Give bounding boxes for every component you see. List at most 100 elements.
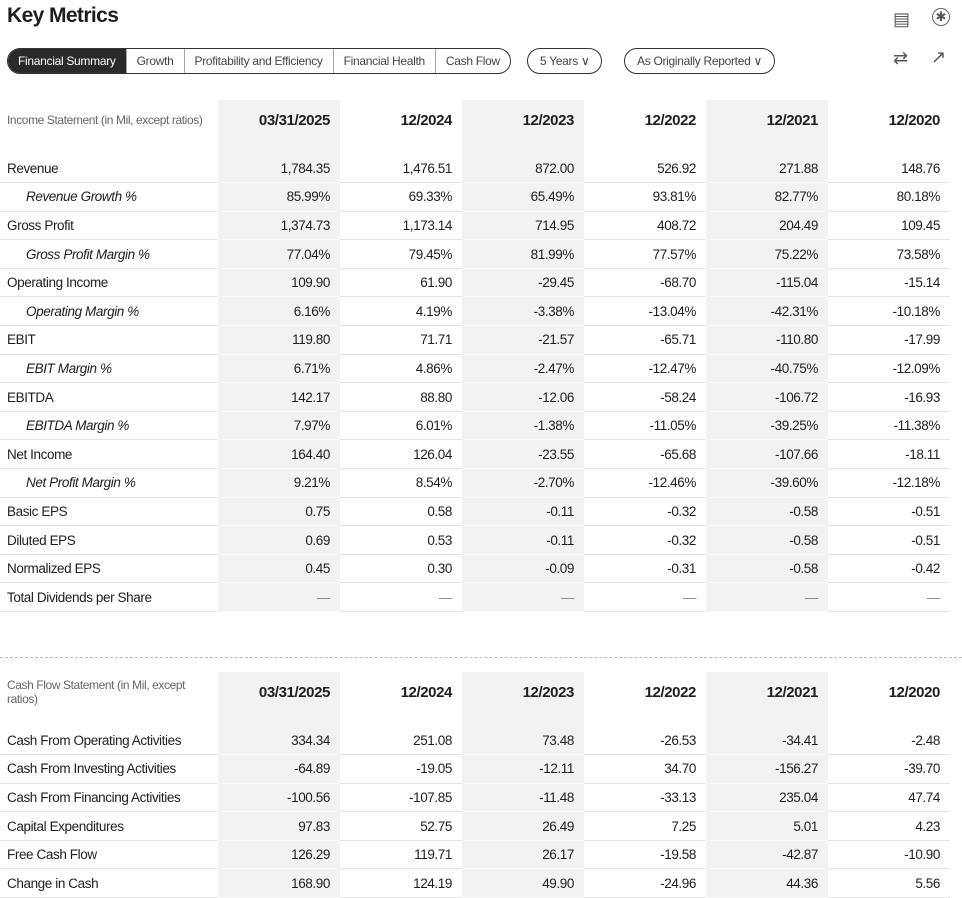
cell-value: -110.80 (706, 325, 828, 355)
cell-value: 73.48 (462, 726, 584, 756)
cell-value: 526.92 (584, 154, 706, 184)
row-label: Cash From Operating Activities (0, 726, 218, 756)
cell-value: 9.21% (218, 468, 340, 498)
cell-value: 119.80 (218, 325, 340, 355)
cell-value: 65.49% (462, 182, 584, 212)
cell-value: -26.53 (584, 726, 706, 756)
cell-value: 97.83 (218, 811, 340, 841)
page-title: Key Metrics (7, 4, 119, 27)
cell-value: -0.32 (584, 525, 706, 555)
table-row: Revenue Growth % 85.99% 69.33% 65.49% 93.81%… (0, 182, 950, 212)
cell-value: -0.58 (706, 525, 828, 555)
cell-value: -65.71 (584, 325, 706, 355)
column-header: 12/2021 (706, 672, 828, 712)
tab-bar: Financial Summary Growth Profitability and… (7, 48, 511, 74)
cell-value: 0.58 (340, 497, 462, 527)
swap-arrows-icon[interactable]: ⇄ (893, 48, 909, 68)
cell-value: -0.11 (462, 525, 584, 555)
cell-value: 872.00 (462, 154, 584, 184)
external-link-icon[interactable]: ↗ (931, 47, 947, 67)
column-header: 12/2020 (888, 683, 941, 701)
cell-value: -19.05 (340, 754, 462, 784)
tab-cash-flow[interactable]: Cash Flow (434, 49, 510, 73)
cell-value: 71.71 (340, 325, 462, 355)
cell-value: -34.41 (706, 726, 828, 756)
header-row: Cash Flow Statement (in Mil, except rati… (0, 672, 950, 712)
cell-value: -12.11 (462, 754, 584, 784)
cell-value: 0.30 (340, 554, 462, 584)
row-label: Diluted EPS (0, 525, 218, 555)
cell-value: 0.45 (218, 554, 340, 584)
tab-profitability-and-efficiency[interactable]: Profitability and Efficiency (183, 49, 333, 73)
cell-value: — (706, 582, 828, 612)
cell-value: -16.93 (828, 382, 950, 412)
cell-value: 49.90 (462, 868, 584, 898)
table-row: Net Profit Margin % 9.21% 8.54% -2.70% -12.4… (0, 468, 950, 498)
cell-value: -0.32 (584, 497, 706, 527)
cell-value: 408.72 (584, 211, 706, 241)
period-dropdown[interactable]: 5 Years ∨ (527, 48, 603, 74)
cell-value: 6.16% (218, 296, 340, 327)
tab-growth[interactable]: Growth (125, 49, 184, 73)
cell-value: -11.38% (828, 411, 950, 441)
cell-value: -10.18% (828, 296, 950, 327)
cell-value: -19.58 (584, 840, 706, 870)
row-label: EBIT (0, 325, 218, 355)
cell-value: -0.51 (828, 525, 950, 555)
cell-value: 77.04% (218, 239, 340, 269)
row-label: Operating Margin % (0, 296, 218, 327)
row-label: Net Profit Margin % (0, 468, 218, 498)
cell-value: -17.99 (828, 325, 950, 355)
report-type-value: As Originally Reported (637, 54, 751, 68)
cell-value: -2.48 (828, 726, 950, 756)
table-row: Gross Profit Margin % 77.04% 79.45% 81.99% 7… (0, 239, 950, 269)
row-label: EBIT Margin % (0, 354, 218, 384)
cell-value: -24.96 (584, 868, 706, 898)
table-row: Free Cash Flow 126.29 119.71 26.17 -19.58 -42… (0, 840, 950, 870)
row-label: Gross Profit (0, 211, 218, 241)
cell-value: 1,784.35 (218, 154, 340, 184)
tab-financial-health[interactable]: Financial Health (332, 49, 435, 73)
cell-value: -10.90 (828, 840, 950, 870)
column-header: 03/31/2025 (218, 100, 340, 140)
cell-value: 5.01 (706, 811, 828, 841)
cell-value: 47.74 (828, 783, 950, 813)
column-header: 03/31/2025 (218, 672, 340, 712)
cell-value: 7.97% (218, 411, 340, 441)
table-row: EBITDA Margin % 7.97% 6.01% -1.38% -11.05% -3… (0, 411, 950, 441)
report-type-dropdown[interactable]: As Originally Reported ∨ (624, 48, 775, 74)
cell-value: 0.69 (218, 525, 340, 555)
cell-value: -106.72 (706, 382, 828, 412)
cell-value: -15.14 (828, 268, 950, 298)
cell-value: -0.58 (706, 497, 828, 527)
table-row: Revenue 1,784.35 1,476.51 872.00 526.92 271.8… (0, 154, 950, 184)
cell-value: 44.36 (706, 868, 828, 898)
cell-value: 61.90 (340, 268, 462, 298)
cell-value: 69.33% (340, 182, 462, 212)
row-label: Revenue (0, 154, 218, 184)
cell-value: 93.81% (584, 182, 706, 212)
cell-value: -12.47% (584, 354, 706, 384)
cell-value: -64.89 (218, 754, 340, 784)
cell-value: -11.05% (584, 411, 706, 441)
table-row: Net Income 164.40 126.04 -23.55 -65.68 -107.6… (0, 439, 950, 470)
cell-value: -12.06 (462, 382, 584, 412)
table-row: Normalized EPS 0.45 0.30 -0.09 -0.31 -0.58 -0.… (0, 554, 950, 584)
row-label: Cash From Financing Activities (0, 783, 218, 813)
cell-value: -23.55 (462, 439, 584, 470)
comment-icon[interactable]: ▤ (893, 9, 911, 29)
tab-financial-summary[interactable]: Financial Summary (8, 49, 126, 73)
row-label: Basic EPS (0, 497, 218, 527)
table-row: Change in Cash 168.90 124.19 49.90 -24.96 44.… (0, 868, 950, 898)
cell-value: 75.22% (706, 239, 828, 269)
cell-value: 109.90 (218, 268, 340, 298)
income-statement-table: Income Statement (in Mil, except ratios)… (0, 100, 950, 612)
cell-value: 126.04 (340, 439, 462, 470)
cell-value: 4.23 (828, 811, 950, 841)
section-header: Income Statement (in Mil, except ratios) (7, 113, 203, 127)
cell-value: -65.68 (584, 439, 706, 470)
asterisk-icon[interactable]: ✱ (932, 8, 950, 26)
cell-value: 77.57% (584, 239, 706, 269)
table-row: Cash From Investing Activities -64.89 -19.… (0, 754, 950, 784)
row-label: Cash From Investing Activities (0, 754, 218, 784)
